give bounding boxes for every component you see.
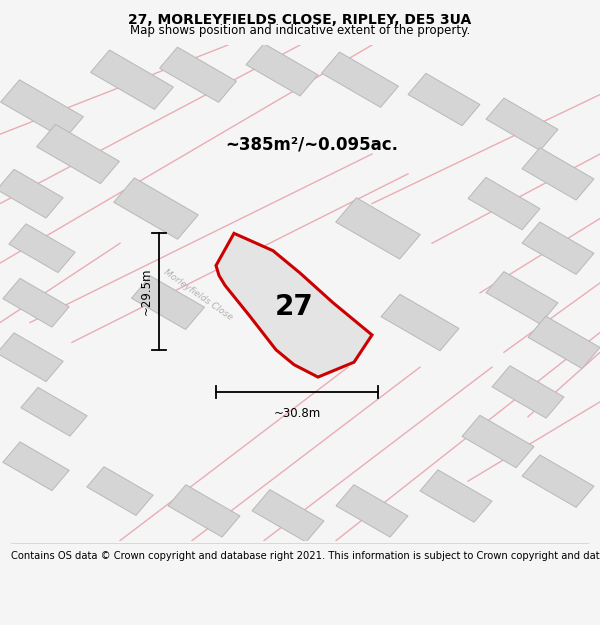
Polygon shape (216, 233, 372, 377)
Polygon shape (37, 124, 119, 184)
Polygon shape (131, 276, 205, 329)
Polygon shape (3, 442, 69, 491)
Polygon shape (522, 222, 594, 274)
Polygon shape (381, 294, 459, 351)
Text: Map shows position and indicative extent of the property.: Map shows position and indicative extent… (130, 24, 470, 37)
Text: 27, MORLEYFIELDS CLOSE, RIPLEY, DE5 3UA: 27, MORLEYFIELDS CLOSE, RIPLEY, DE5 3UA (128, 12, 472, 27)
Polygon shape (492, 366, 564, 418)
Text: ~30.8m: ~30.8m (274, 407, 320, 420)
Polygon shape (486, 272, 558, 324)
Polygon shape (420, 470, 492, 522)
Polygon shape (91, 50, 173, 109)
Text: Contains OS data © Crown copyright and database right 2021. This information is : Contains OS data © Crown copyright and d… (11, 551, 600, 561)
Polygon shape (336, 198, 420, 259)
Polygon shape (114, 178, 198, 239)
Polygon shape (468, 177, 540, 230)
Polygon shape (486, 98, 558, 151)
Text: 27: 27 (274, 293, 313, 321)
Polygon shape (21, 388, 87, 436)
Polygon shape (336, 485, 408, 537)
Polygon shape (0, 333, 63, 382)
Polygon shape (528, 316, 600, 369)
Polygon shape (252, 489, 324, 542)
Text: ~29.5m: ~29.5m (139, 268, 152, 316)
Polygon shape (3, 278, 69, 327)
Polygon shape (87, 467, 153, 516)
Polygon shape (408, 73, 480, 126)
Polygon shape (522, 455, 594, 508)
Polygon shape (168, 485, 240, 537)
Polygon shape (0, 169, 63, 218)
Polygon shape (246, 44, 318, 96)
Text: Morleyfields Close: Morleyfields Close (162, 268, 234, 322)
Polygon shape (1, 80, 83, 139)
Polygon shape (322, 52, 398, 107)
Text: ~385m²/~0.095ac.: ~385m²/~0.095ac. (226, 135, 398, 153)
Polygon shape (9, 224, 75, 272)
Polygon shape (160, 47, 236, 102)
Polygon shape (462, 415, 534, 468)
Polygon shape (522, 148, 594, 200)
